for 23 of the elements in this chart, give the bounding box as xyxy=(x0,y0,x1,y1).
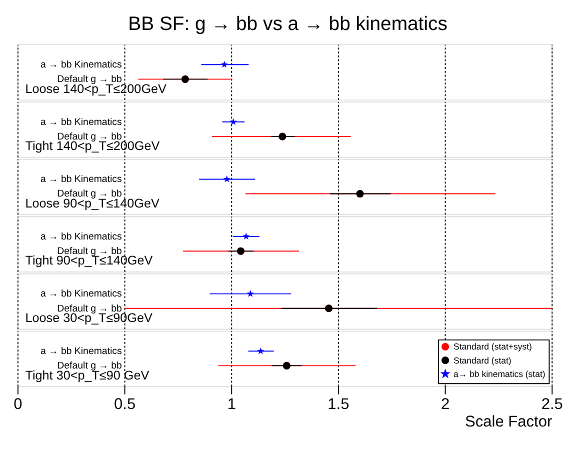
y-tick-label: Default g → bb xyxy=(57,246,122,257)
y-tick-label: Default g → bb xyxy=(57,188,122,200)
legend-label: Standard (stat+syst) xyxy=(454,342,532,352)
y-tick-label: Default g → bb xyxy=(57,74,122,86)
y-tick-label: a → bb Kinematics xyxy=(40,288,122,300)
y-tick-label: Default g → bb xyxy=(57,360,122,372)
x-tick-label: 1 xyxy=(227,396,236,413)
y-tick-label: Default g → bb xyxy=(57,303,122,314)
x-tick-label: 1.5 xyxy=(328,396,350,413)
x-tick-label: 0.5 xyxy=(114,396,136,413)
x-tick-label: 2 xyxy=(440,396,450,413)
legend-label: Standard (stat) xyxy=(454,355,512,366)
y-tick-label: a → bb Kinematics xyxy=(40,60,122,71)
y-tick-label: a → bb Kinematics xyxy=(40,231,122,242)
x-tick-label: 2.5 xyxy=(541,396,563,413)
chart-title: BB SF: g → bb vs a → bb kinematics xyxy=(128,13,448,36)
y-tick-label: a → bb Kinematics xyxy=(40,174,122,186)
x-axis-title: Scale Factor xyxy=(465,413,552,430)
y-tick-label: a → bb Kinematics xyxy=(40,116,122,128)
legend-label: a→ bb kinematics (stat) xyxy=(454,368,546,379)
y-tick-label: Default g → bb xyxy=(57,131,122,142)
x-tick-label: 0 xyxy=(14,396,23,413)
y-tick-label: a → bb Kinematics xyxy=(40,346,122,358)
